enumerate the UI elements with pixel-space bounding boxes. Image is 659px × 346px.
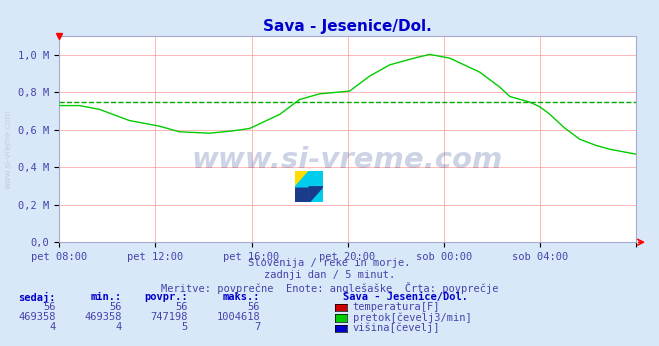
Text: povpr.:: povpr.: — [144, 292, 188, 302]
Bar — [309, 171, 323, 187]
Text: 4: 4 — [50, 322, 56, 333]
Text: zadnji dan / 5 minut.: zadnji dan / 5 minut. — [264, 270, 395, 280]
Text: www.si-vreme.com: www.si-vreme.com — [192, 146, 503, 174]
Text: 5: 5 — [182, 322, 188, 333]
Text: 4: 4 — [116, 322, 122, 333]
Text: 469358: 469358 — [84, 312, 122, 322]
Text: sedaj:: sedaj: — [18, 292, 56, 303]
Text: 56: 56 — [109, 302, 122, 312]
Text: 56: 56 — [248, 302, 260, 312]
Text: 1004618: 1004618 — [217, 312, 260, 322]
Text: Sava - Jesenice/Dol.: Sava - Jesenice/Dol. — [343, 292, 468, 302]
Bar — [295, 171, 309, 187]
Polygon shape — [309, 187, 323, 202]
Text: 56: 56 — [175, 302, 188, 312]
Text: Slovenija / reke in morje.: Slovenija / reke in morje. — [248, 258, 411, 268]
Text: www.si-vreme.com: www.si-vreme.com — [4, 109, 13, 189]
Text: min.:: min.: — [91, 292, 122, 302]
Bar — [295, 187, 309, 202]
Text: višina[čevelj]: višina[čevelj] — [353, 322, 440, 333]
Title: Sava - Jesenice/Dol.: Sava - Jesenice/Dol. — [263, 19, 432, 34]
Text: maks.:: maks.: — [223, 292, 260, 302]
Bar — [309, 187, 323, 202]
Polygon shape — [295, 171, 309, 187]
Text: 469358: 469358 — [18, 312, 56, 322]
Text: Meritve: povprečne  Enote: anglešaške  Črta: povprečje: Meritve: povprečne Enote: anglešaške Črt… — [161, 282, 498, 294]
Text: 7: 7 — [254, 322, 260, 333]
Text: 56: 56 — [43, 302, 56, 312]
Text: 747198: 747198 — [150, 312, 188, 322]
Text: pretok[čevelj3/min]: pretok[čevelj3/min] — [353, 312, 471, 322]
Text: temperatura[F]: temperatura[F] — [353, 302, 440, 312]
